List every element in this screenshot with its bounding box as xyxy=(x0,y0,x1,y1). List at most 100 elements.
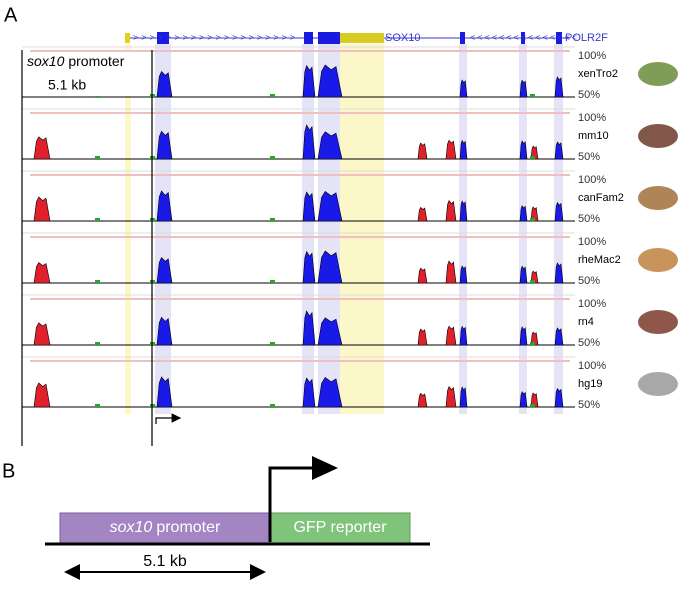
conservation-peak xyxy=(530,206,539,222)
conservation-peak xyxy=(459,139,468,160)
conservation-peak xyxy=(156,376,173,408)
conservation-peak xyxy=(445,260,457,284)
conservation-peak xyxy=(417,267,428,284)
conservation-peak xyxy=(156,316,173,346)
conservation-peak xyxy=(317,317,343,346)
small-peak xyxy=(270,404,275,407)
small-peak xyxy=(95,280,100,283)
repeat-bar xyxy=(30,298,570,300)
percent-top: 100% xyxy=(578,174,606,186)
repeat-bar xyxy=(30,174,570,176)
conservation-peak xyxy=(445,139,457,160)
small-peak xyxy=(95,156,100,159)
conservation-peak xyxy=(417,392,428,408)
conservation-peak xyxy=(554,262,564,284)
conservation-peak xyxy=(519,79,528,98)
small-peak xyxy=(530,94,535,97)
percent-top: 100% xyxy=(578,112,606,124)
species-icon xyxy=(638,62,678,86)
conservation-peak xyxy=(445,325,457,346)
conservation-peak xyxy=(445,200,457,222)
conservation-peak xyxy=(519,391,528,408)
word: promoter xyxy=(156,519,221,536)
conservation-peak xyxy=(33,322,51,346)
percent-bottom: 50% xyxy=(578,151,600,163)
species-icon xyxy=(638,124,678,148)
small-peak xyxy=(270,342,275,345)
conservation-peak xyxy=(519,140,528,160)
conservation-peak xyxy=(554,76,564,98)
promoter-box xyxy=(59,512,271,544)
small-peak xyxy=(530,156,535,159)
conservation-peak xyxy=(156,190,173,222)
conservation-peak xyxy=(459,200,468,222)
conservation-peak xyxy=(519,265,528,284)
repeat-bar xyxy=(30,360,570,362)
conservation-peak xyxy=(519,205,528,222)
percent-top: 100% xyxy=(578,236,606,248)
conservation-peak xyxy=(417,328,428,346)
gene-track: >>>>>>>>>>>>>>>>>>>> <<<<<<<<<<<<<<< SOX… xyxy=(125,32,608,44)
promoter-label: sox10 promoter xyxy=(110,519,221,536)
conservation-peak xyxy=(317,250,343,284)
repeat-bar xyxy=(30,50,570,52)
conservation-peak xyxy=(302,377,316,408)
length-label: 5.1 kb xyxy=(143,553,187,570)
small-peak xyxy=(95,342,100,345)
small-peak xyxy=(530,280,535,283)
conservation-peak xyxy=(554,141,564,160)
species: hg19 xyxy=(578,378,602,390)
small-peak xyxy=(530,218,535,221)
conservation-peak xyxy=(554,387,564,408)
small-peak xyxy=(95,404,100,407)
panel-b: B sox10 promoter GFP reporter 5.1 kb xyxy=(2,456,430,580)
conservation-peak xyxy=(554,327,564,346)
conservation-peak xyxy=(417,206,428,222)
conservation-peak xyxy=(156,256,173,284)
percent-bottom: 50% xyxy=(578,275,600,287)
conservation-peak xyxy=(459,265,468,284)
conservation-peak xyxy=(445,386,457,408)
conservation-peak xyxy=(317,376,343,408)
conservation-peak xyxy=(302,64,316,98)
conservation-peak xyxy=(317,131,343,160)
length-label: 5.1 kb xyxy=(48,77,86,93)
species-icon xyxy=(638,186,678,210)
small-peak xyxy=(95,218,100,221)
svg-text:<<<<<<<<<<<<<<<: <<<<<<<<<<<<<<< xyxy=(470,32,579,42)
promoter-label: sox10 promoter xyxy=(27,53,125,69)
tracks: 100% xenTro2 50% 100% mm10 50% 100% canFam2 50% 1… xyxy=(22,46,678,411)
percent-top: 100% xyxy=(578,360,606,372)
conservation-peak xyxy=(33,382,51,408)
gene: sox10 xyxy=(110,519,153,536)
species: rheMac2 xyxy=(578,254,621,266)
conservation-peak xyxy=(156,70,173,98)
species: mm10 xyxy=(578,130,609,142)
species-icon xyxy=(638,248,678,272)
species-icon xyxy=(638,372,678,396)
conservation-peak xyxy=(530,145,539,160)
conservation-peak xyxy=(33,136,51,160)
conservation-peak xyxy=(302,191,316,222)
species: rn4 xyxy=(578,316,594,328)
percent-top: 100% xyxy=(578,50,606,62)
gene: sox10 xyxy=(27,53,65,69)
conservation-peak xyxy=(459,386,468,408)
panel-a: A >>>>>>>>>>>>>>>>>>>> <<<<<<<<<<<<<<< xyxy=(4,4,678,446)
percent-bottom: 50% xyxy=(578,337,600,349)
conservation-peak xyxy=(459,325,468,346)
conservation-peak xyxy=(302,310,316,346)
conservation-peak xyxy=(156,130,173,160)
small-peak xyxy=(270,218,275,221)
conservation-peak xyxy=(33,262,51,284)
species: xenTro2 xyxy=(578,68,618,80)
percent-bottom: 50% xyxy=(578,89,600,101)
conservation-peak xyxy=(317,190,343,222)
conservation-peak xyxy=(417,142,428,160)
percent-bottom: 50% xyxy=(578,399,600,411)
highlights xyxy=(125,44,563,414)
gene-name: POLR2F xyxy=(565,32,608,44)
panel-label: B xyxy=(2,460,15,482)
small-peak xyxy=(270,156,275,159)
conservation-peak xyxy=(519,326,528,346)
